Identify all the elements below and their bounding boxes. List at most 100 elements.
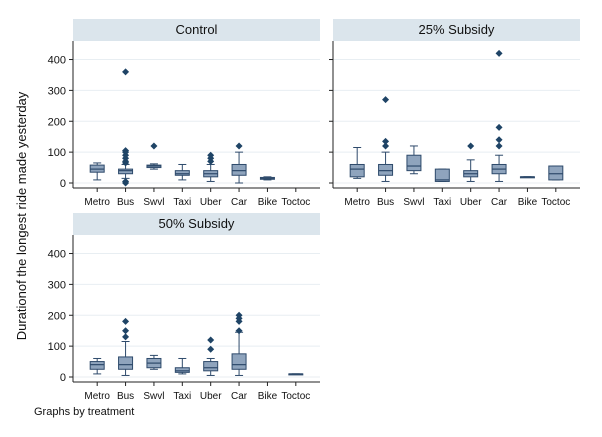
panel-1: 25% Subsidy Metro Bus Swvl Taxi Uber Car Bike To… (329, 19, 580, 208)
x-tick-label: Toctoc (281, 197, 310, 208)
box-iqr (231, 163, 247, 176)
panel-strip (73, 213, 320, 235)
box-uber (203, 151, 219, 182)
x-tick-label: Bike (518, 197, 538, 208)
x-tick-label: Uber (460, 197, 482, 208)
outlier-point (122, 317, 130, 325)
outlier-point (122, 147, 130, 155)
y-axis-label: Durationof the longest ride made yesterd… (14, 91, 29, 340)
box-car (231, 142, 247, 184)
outlier-point (235, 142, 243, 150)
outlier-point (495, 136, 503, 144)
box-metro (349, 147, 365, 179)
y-tick-label: 100 (48, 147, 66, 159)
box-iqr (378, 163, 394, 176)
x-tick-label: Swvl (403, 197, 424, 208)
panel-0: Control 0 100 200 300 400 Metro Bus Swvl Taxi Uber… (48, 19, 320, 208)
x-tick-label: Uber (200, 197, 222, 208)
y-tick-label: 0 (60, 178, 66, 190)
box-toctoc (288, 373, 304, 376)
x-tick-label: Taxi (173, 391, 191, 402)
box-taxi (434, 168, 450, 182)
panel-title: 50% Subsidy (159, 216, 235, 231)
x-tick-label: Metro (84, 197, 110, 208)
x-tick-label: Toctoc (281, 391, 310, 402)
outlier-point (207, 151, 215, 159)
outlier-point (122, 327, 130, 335)
panel-2: 50% Subsidy 0 100 200 300 400 Metro Bus Swvl Taxi… (48, 213, 320, 402)
box-swvl (146, 142, 162, 170)
box-car (491, 49, 507, 182)
x-tick-label: Bike (258, 391, 278, 402)
box-iqr (174, 367, 190, 373)
panel-title: Control (176, 22, 218, 37)
y-tick-label: 400 (48, 249, 66, 261)
box-iqr (406, 154, 422, 172)
outlier-point (122, 333, 130, 341)
y-tick-label: 400 (48, 55, 66, 67)
outlier-point (382, 137, 390, 145)
box-bus (118, 317, 134, 376)
y-tick-label: 300 (48, 279, 66, 291)
outlier-point (122, 68, 130, 76)
box-bus (378, 96, 394, 182)
outlier-point (495, 49, 503, 57)
box-iqr (203, 361, 219, 372)
x-tick-label: Metro (84, 391, 110, 402)
panel-strip (73, 19, 320, 41)
outlier-point (150, 142, 158, 150)
x-tick-label: Metro (344, 197, 370, 208)
panel-strip (333, 19, 580, 41)
outlier-point (495, 142, 503, 150)
box-swvl (146, 354, 162, 370)
box-metro (89, 162, 105, 181)
x-tick-label: Bus (377, 197, 394, 208)
y-tick-label: 300 (48, 85, 66, 97)
x-tick-label: Bus (117, 391, 134, 402)
box-iqr (174, 170, 190, 176)
box-uber (203, 336, 219, 376)
box-uber (463, 142, 479, 182)
box-iqr (118, 168, 134, 175)
graphs-by-note: Graphs by treatment (34, 406, 134, 418)
outlier-point (467, 142, 475, 150)
box-bus (118, 68, 134, 187)
x-tick-label: Swvl (143, 391, 164, 402)
box-toctoc (548, 165, 564, 181)
outlier-point (207, 345, 215, 353)
outlier-point (207, 336, 215, 344)
x-tick-label: Taxi (173, 197, 191, 208)
outlier-point (122, 177, 130, 185)
box-car (231, 311, 247, 376)
x-tick-label: Bike (258, 197, 278, 208)
box-metro (89, 357, 105, 375)
outlier-point (495, 123, 503, 131)
x-tick-label: Bus (117, 197, 134, 208)
x-tick-label: Toctoc (541, 197, 570, 208)
x-tick-label: Taxi (433, 197, 451, 208)
box-iqr (548, 165, 564, 181)
box-bike (519, 176, 535, 179)
x-tick-label: Car (491, 197, 508, 208)
box-taxi (174, 163, 190, 181)
x-tick-label: Car (231, 391, 248, 402)
y-tick-label: 200 (48, 310, 66, 322)
box-iqr (231, 353, 247, 370)
x-tick-label: Swvl (143, 197, 164, 208)
box-swvl (406, 145, 422, 175)
box-bike (259, 176, 275, 181)
outlier-point (382, 142, 390, 150)
outlier-point (382, 96, 390, 104)
outlier-point (235, 327, 243, 335)
box-taxi (174, 357, 190, 375)
y-tick-label: 100 (48, 341, 66, 353)
x-tick-label: Car (231, 197, 248, 208)
box-iqr (349, 163, 365, 178)
y-tick-label: 200 (48, 116, 66, 128)
panels-group: Control 0 100 200 300 400 Metro Bus Swvl Taxi Uber… (48, 19, 580, 402)
box-iqr (434, 168, 450, 182)
box-iqr (89, 361, 105, 370)
x-tick-label: Uber (200, 391, 222, 402)
y-tick-label: 0 (60, 372, 66, 384)
